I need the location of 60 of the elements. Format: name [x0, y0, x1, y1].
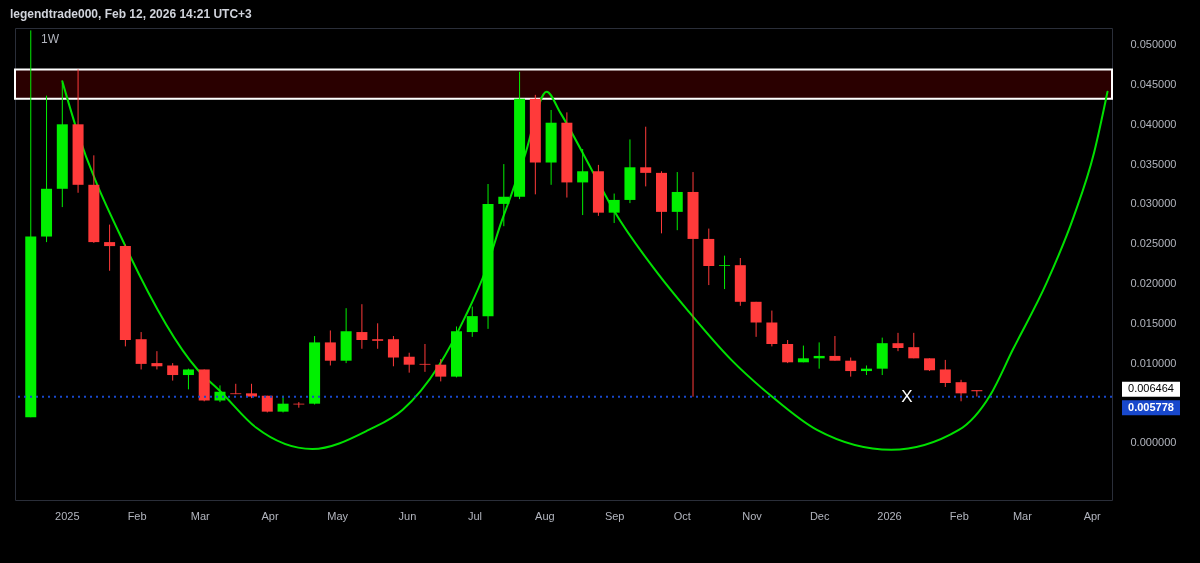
- candlestick: [419, 343, 431, 373]
- candlestick: [230, 383, 242, 395]
- candlestick: [766, 310, 778, 347]
- y-tick-label: 0.050000: [1130, 38, 1177, 51]
- y-tick-label: 0.030000: [1130, 197, 1177, 210]
- candlestick: [892, 332, 904, 352]
- x-tick-label: May: [327, 509, 349, 522]
- ref-line-label: 0.005778: [1128, 400, 1174, 413]
- text: 0.006464: [1128, 382, 1174, 395]
- candlestick: [214, 384, 226, 403]
- y-tick-label: 0.040000: [1130, 117, 1177, 130]
- candlestick: [608, 193, 620, 224]
- candlestick: [151, 350, 163, 370]
- candlestick: [908, 332, 920, 359]
- x-tick-label: 2026: [877, 509, 902, 522]
- y-tick-label: 0.025000: [1130, 237, 1177, 250]
- candlestick: [498, 163, 510, 227]
- candlestick: [750, 301, 762, 338]
- candlestick: [671, 171, 683, 231]
- candlestick: [403, 352, 415, 374]
- y-tick-label: 0.020000: [1130, 277, 1177, 289]
- candlestick: [955, 379, 967, 402]
- candlestick: [356, 303, 368, 350]
- x-tick-label: Feb: [949, 509, 969, 522]
- x-tick-label: Sep: [604, 509, 625, 522]
- line-series: [61, 80, 1109, 451]
- candlestick: [719, 255, 731, 290]
- x-tick-label: Jul: [467, 509, 483, 522]
- text: legendtrade000, Feb 12, 2026 14:21 UTC+3: [10, 7, 253, 21]
- candlestick: [435, 358, 447, 382]
- x-tick-label: Mar: [190, 509, 211, 522]
- annotation: X: [901, 386, 913, 406]
- candlestick: [829, 335, 841, 362]
- candlestick: [971, 389, 983, 398]
- x-tick-label: Oct: [673, 509, 691, 522]
- candlestick: [387, 335, 399, 367]
- y-tick-label: 0.045000: [1130, 78, 1177, 91]
- candlestick: [372, 322, 384, 350]
- candlestick: [939, 359, 951, 388]
- x-tick-label: Feb: [127, 509, 147, 522]
- x-tick-label: Apr: [1083, 509, 1102, 522]
- y-tick-label: 0.000000: [1130, 436, 1177, 449]
- x-tick-label: Nov: [742, 509, 763, 522]
- candlestick: [466, 306, 478, 338]
- x-tick-label: Dec: [809, 509, 830, 522]
- candlestick: [782, 339, 794, 364]
- candlestick: [324, 329, 336, 366]
- y-tick-label: 0.015000: [1130, 316, 1177, 329]
- candlestick: [104, 224, 116, 272]
- candlestick: [577, 148, 589, 216]
- candlestick: [845, 357, 857, 378]
- x-tick-label: Mar: [1012, 509, 1033, 522]
- y-tick-label: 0.035000: [1130, 157, 1177, 170]
- x-tick-label: 2025: [55, 509, 80, 522]
- x-tick-label: Apr: [261, 509, 279, 522]
- candlestick: [640, 126, 652, 187]
- x-tick-label: Aug: [535, 509, 555, 522]
- chart-title: 1W: [41, 32, 60, 46]
- y-tick-label: 0.010000: [1130, 356, 1177, 369]
- x-tick-label: Jun: [398, 509, 417, 522]
